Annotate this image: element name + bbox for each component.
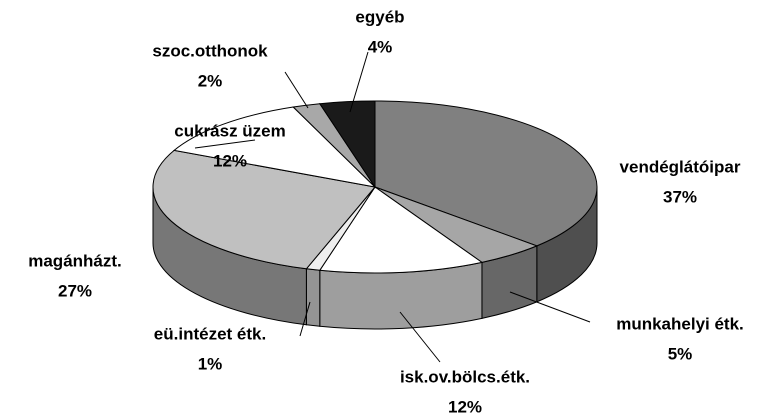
leader-line — [194, 139, 256, 149]
category-label: cukrász üzem — [174, 121, 286, 140]
leader-line — [299, 301, 311, 337]
category-label: egyéb — [355, 7, 404, 26]
leader-line — [284, 71, 309, 109]
category-label: eü.intézet étk. — [154, 324, 266, 343]
value-label: 37% — [663, 187, 697, 206]
value-label: 12% — [213, 151, 247, 170]
value-label: 4% — [368, 37, 393, 56]
leader-line — [349, 51, 369, 113]
slice — [172, 106, 377, 188]
slice — [318, 186, 484, 274]
leader-line — [509, 291, 591, 323]
category-label: isk.ov.bölcs.étk. — [400, 367, 530, 386]
value-label: 2% — [198, 71, 223, 90]
category-label: szoc.otthonok — [152, 41, 268, 60]
value-label: 12% — [448, 397, 482, 416]
category-label: munkahelyi étk. — [616, 314, 744, 333]
leader-line — [399, 311, 441, 363]
slice — [374, 100, 598, 247]
category-label: magánházt. — [28, 251, 122, 270]
slice — [318, 100, 376, 189]
value-label: 1% — [198, 354, 223, 373]
slice-side — [305, 268, 321, 327]
value-label: 27% — [58, 281, 92, 300]
category-label: vendéglátóipar — [620, 157, 741, 176]
slice — [152, 149, 376, 270]
value-label: 5% — [668, 344, 693, 363]
